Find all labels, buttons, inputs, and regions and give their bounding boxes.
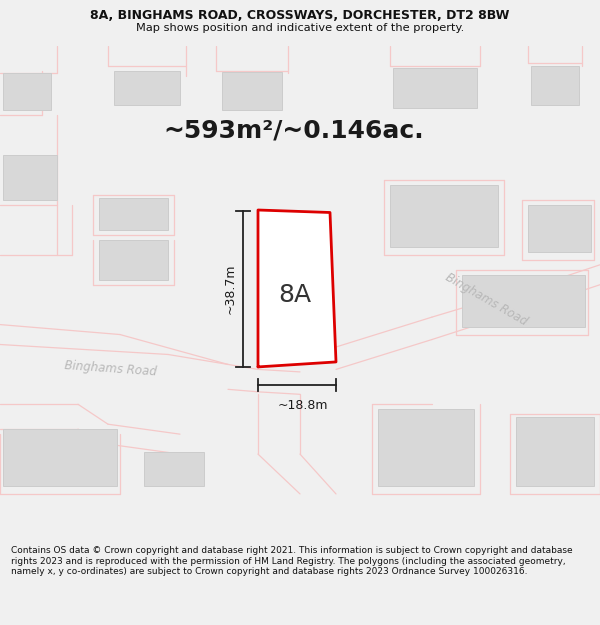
Text: ~593m²/~0.146ac.: ~593m²/~0.146ac.: [164, 118, 424, 142]
Polygon shape: [528, 205, 591, 252]
Text: ~18.8m: ~18.8m: [278, 399, 328, 412]
Polygon shape: [390, 185, 498, 248]
Text: Binghams Road: Binghams Road: [64, 359, 158, 378]
Polygon shape: [393, 68, 477, 108]
Polygon shape: [3, 429, 117, 486]
Text: Contains OS data © Crown copyright and database right 2021. This information is : Contains OS data © Crown copyright and d…: [11, 546, 572, 576]
Polygon shape: [531, 66, 579, 106]
Polygon shape: [144, 452, 204, 486]
Text: 8A: 8A: [278, 282, 312, 307]
Text: 8A, BINGHAMS ROAD, CROSSWAYS, DORCHESTER, DT2 8BW: 8A, BINGHAMS ROAD, CROSSWAYS, DORCHESTER…: [91, 9, 509, 22]
Polygon shape: [3, 155, 57, 200]
Text: Binghams Road: Binghams Road: [443, 271, 529, 328]
Polygon shape: [3, 73, 51, 111]
Polygon shape: [462, 275, 585, 327]
Polygon shape: [378, 409, 474, 486]
Polygon shape: [516, 417, 594, 486]
Polygon shape: [222, 71, 282, 111]
Text: ~38.7m: ~38.7m: [223, 264, 236, 314]
Polygon shape: [258, 210, 336, 367]
Polygon shape: [114, 71, 180, 106]
Text: Map shows position and indicative extent of the property.: Map shows position and indicative extent…: [136, 23, 464, 33]
Polygon shape: [99, 198, 168, 230]
Polygon shape: [99, 240, 168, 280]
